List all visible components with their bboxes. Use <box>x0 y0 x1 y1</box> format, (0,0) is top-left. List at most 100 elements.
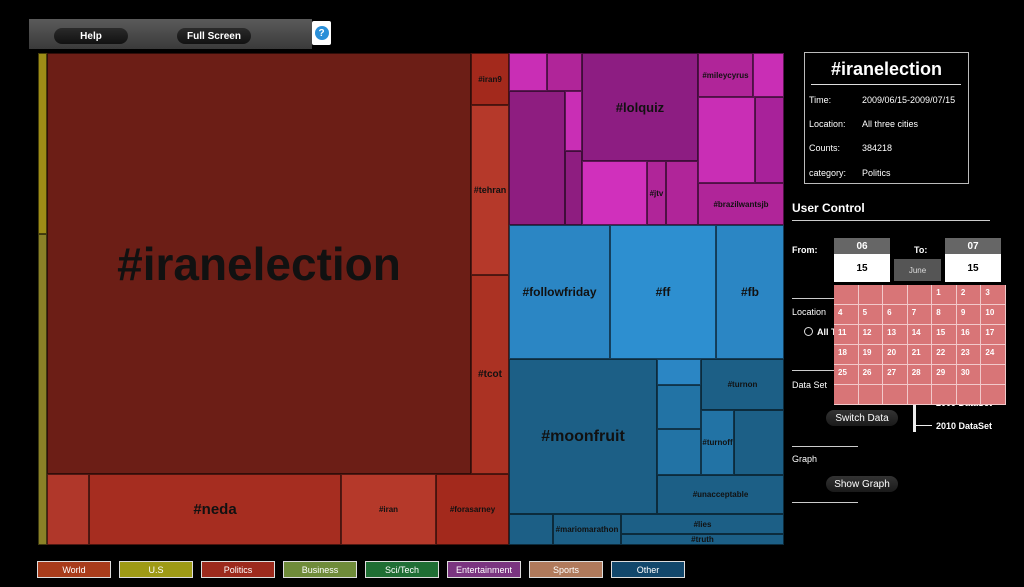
calendar-day-cell[interactable]: 24 <box>981 345 1006 365</box>
treemap-cell[interactable]: #turnon <box>701 359 784 410</box>
calendar-day-cell[interactable] <box>834 285 859 305</box>
calendar-day-cell[interactable]: 19 <box>858 345 884 365</box>
calendar-day-cell[interactable]: 26 <box>858 365 884 385</box>
calendar-day-cell[interactable] <box>907 385 933 405</box>
treemap-cell[interactable] <box>582 161 647 225</box>
treemap-cell[interactable] <box>509 514 553 545</box>
treemap-cell[interactable]: #neda <box>89 474 341 545</box>
calendar-day-cell[interactable]: 5 <box>858 305 884 325</box>
treemap-cell[interactable]: #ff <box>610 225 716 359</box>
legend-category-button[interactable]: Politics <box>201 561 275 578</box>
calendar-day-cell[interactable]: 4 <box>834 305 859 325</box>
legend-category-button[interactable]: Sports <box>529 561 603 578</box>
calendar-day-cell[interactable]: 14 <box>907 325 933 345</box>
show-graph-button[interactable]: Show Graph <box>826 476 898 492</box>
calendar-day-cell[interactable]: 11 <box>834 325 859 345</box>
from-day-field[interactable]: 15 <box>834 254 890 282</box>
treemap-cell[interactable]: #turnoff <box>701 410 734 475</box>
treemap-cell[interactable]: #mileycyrus <box>698 53 753 97</box>
treemap-cell[interactable]: #moonfruit <box>509 359 657 514</box>
treemap-cell[interactable] <box>47 474 89 545</box>
treemap-cell[interactable] <box>698 97 755 183</box>
treemap-cell[interactable] <box>657 359 701 385</box>
dataset-slider-track[interactable] <box>913 400 916 432</box>
calendar-day-cell[interactable] <box>883 285 908 305</box>
treemap-cell[interactable]: #brazilwantsjb <box>698 183 784 225</box>
calendar-day-cell[interactable]: 3 <box>981 285 1006 305</box>
treemap-cell[interactable] <box>755 97 784 183</box>
legend-category-button[interactable]: Business <box>283 561 357 578</box>
legend-category-button[interactable]: Other <box>611 561 685 578</box>
treemap-cell[interactable]: #forasarney <box>436 474 509 545</box>
calendar-day-cell[interactable]: 8 <box>932 305 957 325</box>
calendar-day-cell[interactable] <box>907 285 933 305</box>
calendar-day-cell[interactable]: 18 <box>834 345 859 365</box>
help-question-icon[interactable]: ? <box>312 21 331 45</box>
calendar-day-cell[interactable] <box>956 385 982 405</box>
calendar-day-cell[interactable]: 22 <box>932 345 957 365</box>
treemap-cell[interactable] <box>509 91 565 225</box>
switch-data-button[interactable]: Switch Data <box>826 410 898 426</box>
calendar-day-cell[interactable]: 2 <box>956 285 982 305</box>
treemap-cell[interactable] <box>666 161 698 225</box>
legend-category-button[interactable]: Entertainment <box>447 561 521 578</box>
calendar-day-cell[interactable] <box>883 385 908 405</box>
calendar-day-cell[interactable]: 9 <box>956 305 982 325</box>
treemap-cell[interactable] <box>753 53 784 97</box>
treemap-cell[interactable]: #jtv <box>647 161 666 225</box>
treemap-cell[interactable] <box>38 53 47 234</box>
calendar-day-cell[interactable] <box>981 365 1006 385</box>
treemap-cell[interactable] <box>657 429 701 475</box>
calendar-day-cell[interactable] <box>932 385 957 405</box>
location-radio[interactable] <box>804 327 813 336</box>
treemap-cell[interactable]: #fb <box>716 225 784 359</box>
calendar-day-cell[interactable] <box>834 385 859 405</box>
calendar-day-cell[interactable]: 1 <box>932 285 957 305</box>
treemap-cell[interactable] <box>38 234 47 545</box>
calendar-day-cell[interactable] <box>858 285 884 305</box>
treemap-cell[interactable] <box>734 410 784 475</box>
treemap-cell[interactable]: #iranelection <box>47 53 471 474</box>
treemap-cell[interactable] <box>565 91 582 151</box>
calendar-day-cell[interactable]: 21 <box>907 345 933 365</box>
treemap-cell[interactable]: #iran9 <box>471 53 509 105</box>
treemap-cell[interactable]: #followfriday <box>509 225 610 359</box>
treemap-cell[interactable]: #lies <box>621 514 784 534</box>
calendar-day-cell[interactable]: 28 <box>907 365 933 385</box>
treemap-cell[interactable]: #truth <box>621 534 784 545</box>
calendar-day-cell[interactable]: 15 <box>932 325 957 345</box>
help-button[interactable]: Help <box>54 28 128 44</box>
treemap-cell[interactable]: #lolquiz <box>582 53 698 161</box>
treemap-cell[interactable]: #tcot <box>471 275 509 474</box>
calendar-day-cell[interactable]: 17 <box>981 325 1006 345</box>
treemap-cell[interactable] <box>509 53 547 91</box>
treemap-cell[interactable]: #tehran <box>471 105 509 275</box>
treemap-cell[interactable]: #mariomarathon <box>553 514 621 545</box>
calendar-day-cell[interactable]: 20 <box>883 345 908 365</box>
calendar-day-cell[interactable]: 10 <box>981 305 1006 325</box>
treemap-cell[interactable]: #unacceptable <box>657 475 784 514</box>
calendar-day-cell[interactable]: 12 <box>858 325 884 345</box>
calendar-day-cell[interactable]: 6 <box>883 305 908 325</box>
calendar-day-cell[interactable]: 25 <box>834 365 859 385</box>
treemap-cell[interactable] <box>565 151 582 225</box>
treemap-cell[interactable] <box>547 53 582 91</box>
dataset-2010-option[interactable]: 2010 DataSet <box>936 421 993 431</box>
treemap-cell[interactable]: #iran <box>341 474 436 545</box>
calendar-day-cell[interactable] <box>858 385 884 405</box>
from-month[interactable]: 06 <box>834 238 890 254</box>
calendar-day-cell[interactable]: 30 <box>956 365 982 385</box>
calendar-day-cell[interactable]: 23 <box>956 345 982 365</box>
legend-category-button[interactable]: U.S <box>119 561 193 578</box>
full-screen-button[interactable]: Full Screen <box>177 28 251 44</box>
calendar-day-cell[interactable] <box>981 385 1006 405</box>
calendar-day-cell[interactable]: 7 <box>907 305 933 325</box>
treemap-cell[interactable] <box>657 385 701 429</box>
calendar-month-button[interactable]: June <box>894 259 941 281</box>
calendar-day-cell[interactable]: 13 <box>883 325 908 345</box>
to-month[interactable]: 07 <box>945 238 1001 254</box>
calendar-day-cell[interactable]: 27 <box>883 365 908 385</box>
calendar-day-cell[interactable]: 16 <box>956 325 982 345</box>
legend-category-button[interactable]: Sci/Tech <box>365 561 439 578</box>
calendar-day-cell[interactable]: 29 <box>932 365 957 385</box>
